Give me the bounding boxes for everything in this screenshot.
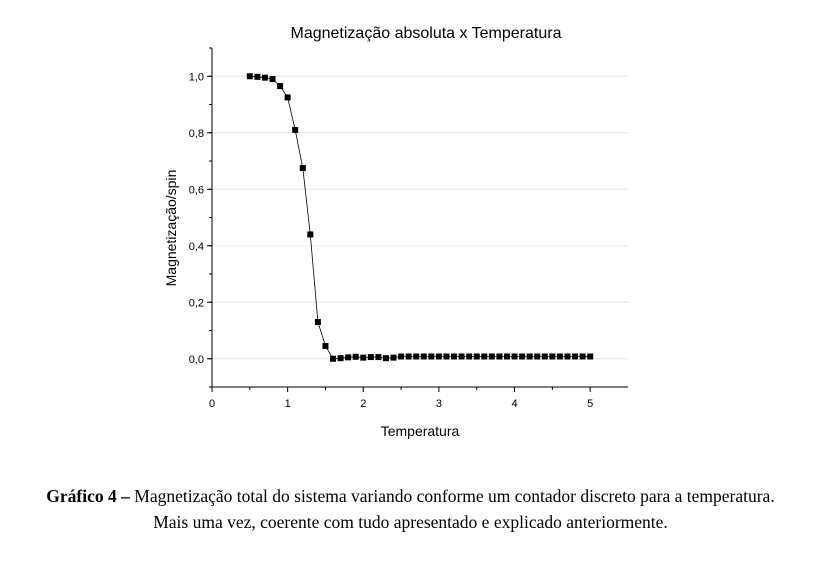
chart-title: Magnetização absoluta x Temperatura bbox=[291, 25, 562, 42]
data-point bbox=[269, 76, 276, 83]
y-tick-label: 1,0 bbox=[189, 71, 204, 83]
data-point bbox=[246, 73, 253, 80]
data-point bbox=[511, 353, 518, 360]
data-point bbox=[322, 343, 329, 350]
x-tick-label: 4 bbox=[511, 398, 517, 410]
data-point bbox=[488, 353, 495, 360]
y-ticks: 0,0 0,2 0,4 0,6 0,8 1,0 bbox=[189, 47, 212, 388]
data-point bbox=[503, 353, 510, 360]
data-point bbox=[443, 353, 450, 360]
data-point bbox=[549, 353, 556, 360]
series-line bbox=[249, 75, 591, 360]
data-point bbox=[254, 73, 261, 80]
x-axis-label: Temperatura bbox=[381, 423, 460, 439]
data-point bbox=[496, 353, 503, 360]
data-point bbox=[382, 355, 389, 362]
y-tick-label: 0,6 bbox=[189, 184, 204, 196]
x-ticks: 0 1 2 3 4 5 bbox=[209, 387, 593, 410]
data-point bbox=[534, 353, 541, 360]
data-point bbox=[466, 353, 473, 360]
data-point bbox=[345, 354, 352, 361]
data-point bbox=[541, 353, 548, 360]
y-tick-label: 0,4 bbox=[189, 241, 204, 253]
data-point bbox=[330, 355, 337, 362]
x-tick-label: 1 bbox=[285, 398, 291, 410]
data-point bbox=[277, 83, 284, 90]
caption-label: Gráfico 4 – bbox=[46, 486, 130, 506]
data-point bbox=[352, 353, 359, 360]
data-point bbox=[261, 74, 268, 81]
data-point bbox=[572, 353, 579, 360]
data-point bbox=[398, 353, 405, 360]
caption-text: Magnetização total do sistema variando c… bbox=[134, 486, 775, 532]
data-point bbox=[556, 353, 563, 360]
data-point bbox=[435, 353, 442, 360]
data-point bbox=[579, 353, 586, 360]
data-point bbox=[451, 353, 458, 360]
y-tick-label: 0,8 bbox=[189, 128, 204, 140]
data-point bbox=[292, 126, 299, 133]
y-tick-label: 0,2 bbox=[189, 297, 204, 309]
data-point bbox=[481, 353, 488, 360]
grid bbox=[212, 75, 628, 360]
data-point bbox=[367, 354, 374, 361]
data-point bbox=[519, 353, 526, 360]
data-point bbox=[375, 354, 382, 361]
x-tick-label: 2 bbox=[360, 398, 366, 410]
figure-caption: Gráfico 4 – Magnetização total do sistem… bbox=[30, 483, 791, 535]
y-tick-label: 0,0 bbox=[189, 354, 204, 366]
data-point bbox=[587, 353, 594, 360]
x-tick-label: 5 bbox=[587, 398, 593, 410]
data-point bbox=[307, 231, 314, 238]
data-point bbox=[390, 354, 397, 361]
data-point bbox=[284, 94, 291, 101]
data-point bbox=[428, 353, 435, 360]
data-point bbox=[473, 353, 480, 360]
x-tick-label: 3 bbox=[436, 398, 442, 410]
data-point bbox=[420, 353, 427, 360]
axes bbox=[211, 48, 628, 388]
data-point bbox=[526, 353, 533, 360]
series bbox=[246, 73, 594, 362]
data-point bbox=[458, 353, 465, 360]
data-point bbox=[564, 353, 571, 360]
data-point bbox=[360, 354, 367, 361]
data-point bbox=[299, 165, 306, 172]
y-axis-label: Magnetização/spin bbox=[163, 170, 179, 287]
data-point bbox=[337, 355, 344, 362]
data-point bbox=[413, 353, 420, 360]
data-point bbox=[405, 353, 412, 360]
x-tick-label: 0 bbox=[209, 398, 215, 410]
chart: Magnetização absoluta x Temperatura 0 1 2 3… bbox=[163, 25, 628, 439]
data-point bbox=[314, 319, 321, 326]
